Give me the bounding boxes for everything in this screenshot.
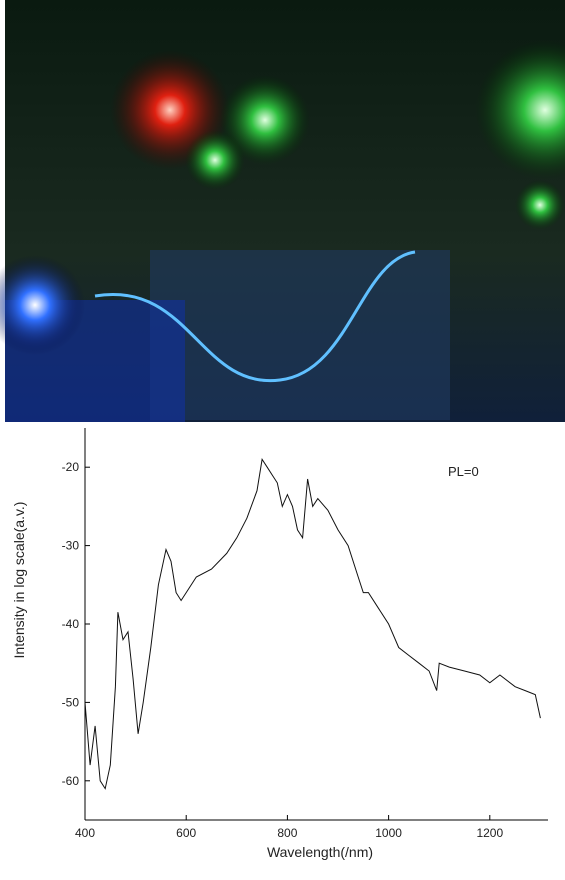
- x-tick-label: 1200: [476, 826, 503, 840]
- photo: [0, 0, 565, 422]
- x-tick-label: 800: [277, 826, 297, 840]
- y-tick-label: -50: [62, 695, 80, 709]
- y-tick-label: -20: [62, 460, 80, 474]
- x-tick-label: 1000: [375, 826, 402, 840]
- x-tick-label: 600: [176, 826, 196, 840]
- y-tick-label: -60: [62, 774, 80, 788]
- y-axis-label: Intensity in log scale(a.v.): [11, 502, 27, 659]
- y-tick-label: -40: [62, 617, 80, 631]
- annotation: PL=0: [448, 464, 479, 479]
- x-axis-label: Wavelength(/nm): [267, 844, 373, 860]
- spectrum-line: [84, 458, 541, 790]
- y-tick-label: -30: [62, 539, 80, 553]
- x-tick-label: 400: [75, 826, 95, 840]
